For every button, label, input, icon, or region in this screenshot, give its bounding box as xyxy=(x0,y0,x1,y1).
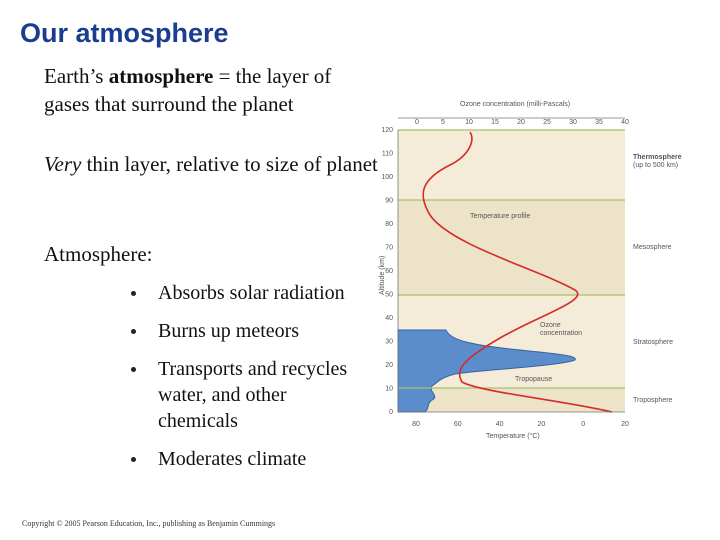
bottom-axis-label: Temperature (°C) xyxy=(486,432,540,440)
top-tick-label: 10 xyxy=(465,119,473,126)
left-tick-label: 0 xyxy=(389,409,393,416)
paragraph: Earth’s atmosphere = the layer of gases … xyxy=(44,62,379,118)
left-axis-label: Altitude (km) xyxy=(379,256,386,295)
bottom-tick-label: 80 xyxy=(412,421,420,428)
bottom-tick-label: 20 xyxy=(621,421,629,428)
bullet-list: Absorbs solar radiation Burns up meteors… xyxy=(128,280,368,484)
left-tick-label: 60 xyxy=(385,268,393,275)
layer-label: Stratosphere xyxy=(633,339,673,346)
bullet: Absorbs solar radiation xyxy=(128,280,368,306)
layer-band xyxy=(398,200,625,295)
left-tick-label: 20 xyxy=(385,362,393,369)
bullet: Burns up meteors xyxy=(128,318,368,344)
text: = the layer of gases that surround the p… xyxy=(44,64,332,116)
temperature-curve xyxy=(422,131,613,413)
top-tick-label: 35 xyxy=(595,119,603,126)
annotation-line: concentration xyxy=(540,330,582,337)
text: Earth’s xyxy=(44,64,109,88)
left-tick-label: 70 xyxy=(385,245,393,252)
figure: Ozone concentration (milli-Pascals) Temp… xyxy=(379,101,682,440)
paragraph: Very thin layer, relative to size of pla… xyxy=(44,150,379,178)
top-tick-label: 25 xyxy=(543,119,551,126)
copyright: Copyright © 2005 Pearson Education, Inc.… xyxy=(22,519,276,528)
bottom-tick-label: 60 xyxy=(454,421,462,428)
layer-lines xyxy=(398,129,625,389)
bullet: Transports and recycles water, and other… xyxy=(128,356,368,434)
paragraph: Atmosphere: xyxy=(44,242,153,266)
text: thin layer, relative to size of planet xyxy=(81,152,378,176)
top-tick-label: 30 xyxy=(569,119,577,126)
left-tick-label: 110 xyxy=(382,151,393,158)
layer-note: (up to 500 km) xyxy=(633,162,678,169)
annotation: Temperature profile xyxy=(470,213,530,220)
italic-text: Very xyxy=(44,152,82,176)
layer-name: Thermosphere xyxy=(633,154,682,161)
ozone-area xyxy=(397,329,576,413)
left-tick-label: 120 xyxy=(381,127,393,134)
left-tick-label: 40 xyxy=(385,315,393,322)
annotation-line: Ozone xyxy=(540,322,561,329)
slide-title: Our atmosphere xyxy=(20,18,229,48)
bottom-tick-label: 40 xyxy=(496,421,504,428)
bottom-tick-label: 0 xyxy=(581,421,585,428)
left-tick-label: 100 xyxy=(381,174,393,181)
left-tick-label: 30 xyxy=(385,339,393,346)
bullet: Moderates climate xyxy=(128,446,368,472)
bottom-tick-label: 20 xyxy=(538,421,546,428)
annotation: Ozone concentration xyxy=(540,322,582,337)
annotation: Tropopause xyxy=(515,376,552,383)
top-tick-label: 15 xyxy=(491,119,499,126)
left-tick-label: 80 xyxy=(385,221,393,228)
layer-label: Thermosphere (up to 500 km) xyxy=(633,154,682,169)
layer-label: Mesosphere xyxy=(633,244,672,251)
left-tick-label: 90 xyxy=(385,198,393,205)
top-axis-label: Ozone concentration (milli-Pascals) xyxy=(460,101,570,108)
layer-label: Troposphere xyxy=(633,397,673,404)
bold-text: atmosphere xyxy=(108,64,214,88)
top-tick-label: 20 xyxy=(517,119,525,126)
left-tick-label: 10 xyxy=(385,386,393,393)
top-tick-label: 5 xyxy=(441,119,445,126)
left-tick-label: 50 xyxy=(385,292,393,299)
layer-band xyxy=(398,388,625,412)
top-tick-label: 40 xyxy=(621,119,629,126)
top-tick-label: 0 xyxy=(415,119,419,126)
